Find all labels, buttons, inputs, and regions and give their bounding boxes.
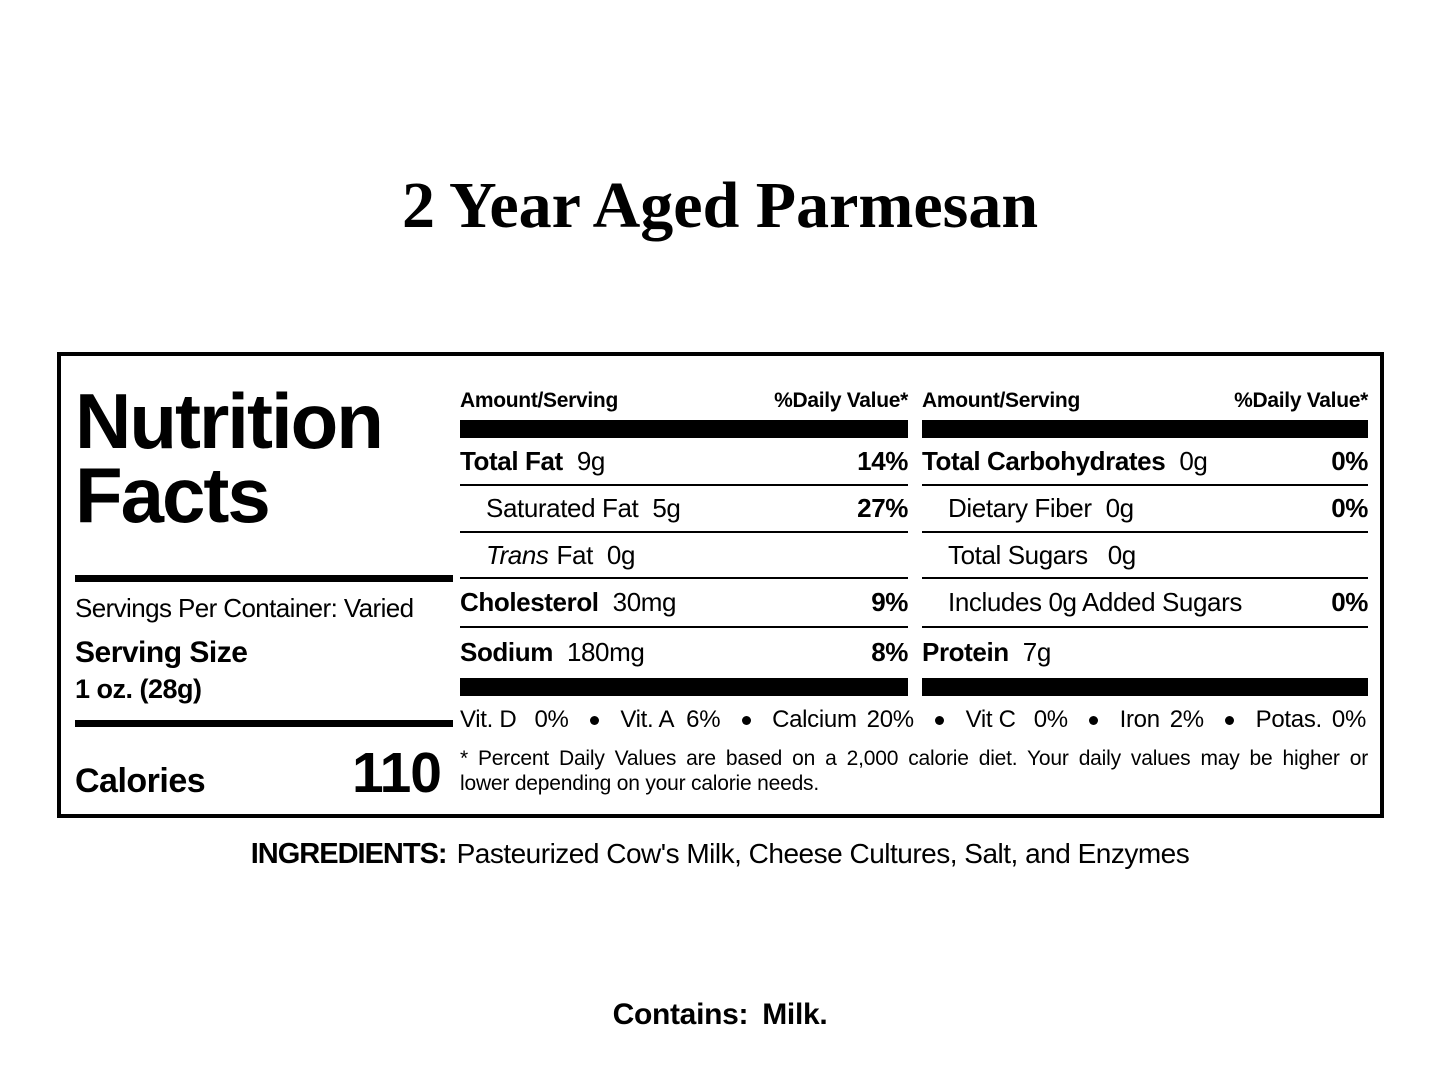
nutrient-daily-value: 0% xyxy=(1331,445,1368,476)
vitamin-item-potassium: Potas. 0% xyxy=(1255,706,1367,734)
nutrient-row-total-carbohydrates: Total Carbohydrates 0g 0% xyxy=(922,438,1368,486)
nutrient-amount: 180mg xyxy=(566,636,645,667)
nutrient-row-added-sugars: Includes 0g Added Sugars 0% xyxy=(922,579,1368,628)
nutrient-daily-value: 0% xyxy=(1331,587,1368,617)
nutrient-daily-value: 8% xyxy=(871,636,908,667)
vitamin-item-iron: Iron 2% xyxy=(1119,706,1205,734)
nutrient-name: Protein xyxy=(922,636,1009,667)
nutrients-column-1: Amount/Serving %Daily Value* Total Fat 9… xyxy=(460,356,908,814)
amount-serving-header: Amount/Serving xyxy=(922,389,1080,412)
servings-per-container: Servings Per Container: Varied xyxy=(75,593,414,623)
heading-line-2: Facts xyxy=(75,451,271,540)
thick-bar xyxy=(460,678,908,696)
thick-divider xyxy=(75,720,453,727)
nutrient-row-total-sugars: Total Sugars 0g xyxy=(922,533,1368,579)
nutrient-amount: 9g xyxy=(576,445,606,476)
nutrient-name: Sodium xyxy=(460,636,553,667)
nutrient-name-italic: Trans xyxy=(486,539,549,570)
vitamin-name: Calcium xyxy=(772,706,857,733)
nutrient-row-trans-fat: Trans Fat 0g xyxy=(460,533,908,579)
thick-bar xyxy=(922,678,1368,696)
vitamin-item-calcium: Calcium 20% xyxy=(772,706,914,734)
nutrient-daily-value: 0% xyxy=(1331,493,1368,523)
vitamin-value: 0% xyxy=(1033,706,1068,733)
bullet-dot xyxy=(935,715,945,725)
nutrient-name: Total Fat xyxy=(460,445,563,476)
serving-size-label: Serving Size xyxy=(75,636,248,669)
vitamin-value: 0% xyxy=(1331,706,1366,733)
daily-value-footnote: * Percent Daily Values are based on a 2,… xyxy=(460,746,1368,796)
vitamin-name: Vit C xyxy=(965,706,1016,733)
thick-bar xyxy=(460,420,908,438)
vitamin-name: Iron xyxy=(1119,706,1160,733)
vitamin-value: 20% xyxy=(866,706,914,733)
vitamins-row: Vit. D 0% Vit. A 6% Calcium 20% Vit C 0% xyxy=(460,706,1366,734)
nutrient-row-protein: Protein 7g xyxy=(922,628,1368,676)
ingredients-text: Pasteurized Cow's Milk, Cheese Cultures,… xyxy=(456,838,1190,869)
nutrition-facts-heading: Nutrition Facts xyxy=(75,377,384,540)
footnote-line-1: * Percent Daily Values are based on a 2,… xyxy=(460,747,1368,770)
footnote-line-2: lower depending on your calorie needs. xyxy=(460,772,819,795)
ingredients-label: INGREDIENTS: xyxy=(250,838,448,870)
nutrient-name: Cholesterol xyxy=(460,587,599,617)
nutrient-name: Fat xyxy=(556,539,594,570)
nutrient-row-sodium: Sodium 180mg 8% xyxy=(460,628,908,676)
nutrient-name: Dietary Fiber xyxy=(948,493,1092,523)
vitamin-name: Vit. A xyxy=(620,706,675,733)
column-header: Amount/Serving %Daily Value* xyxy=(460,389,908,413)
nutrient-row-cholesterol: Cholesterol 30mg 9% xyxy=(460,579,908,628)
nutrient-row-dietary-fiber: Dietary Fiber 0g 0% xyxy=(922,486,1368,533)
daily-value-header: %Daily Value* xyxy=(1234,389,1368,412)
nutrient-row-saturated-fat: Saturated Fat 5g 27% xyxy=(460,486,908,533)
amount-serving-header: Amount/Serving xyxy=(460,389,618,412)
contains-line: Contains: Milk. xyxy=(0,998,1440,1032)
nutrient-amount: 0g xyxy=(606,539,636,570)
thick-divider xyxy=(75,575,453,582)
bullet-dot xyxy=(1225,715,1235,725)
vitamin-value: 6% xyxy=(686,706,721,733)
bullet-dot xyxy=(741,715,751,725)
vitamin-name: Vit. D xyxy=(460,706,517,733)
bullet-dot xyxy=(589,715,599,725)
nutrient-name: Total Sugars xyxy=(948,539,1088,570)
calories-row: Calories 110 xyxy=(75,740,442,806)
column-header: Amount/Serving %Daily Value* xyxy=(922,389,1368,413)
calories-value: 110 xyxy=(352,741,442,805)
nutrient-amount: 5g xyxy=(652,493,681,523)
nutrient-amount: 0g xyxy=(1107,539,1137,570)
nutrition-facts-panel: Nutrition Facts Servings Per Container: … xyxy=(57,352,1384,818)
bullet-dot xyxy=(1089,715,1099,725)
nutrient-daily-value: 9% xyxy=(871,587,908,617)
vitamin-value: 2% xyxy=(1169,706,1204,733)
vitamin-item-vit-c: Vit C 0% xyxy=(966,706,1068,734)
serving-size-value: 1 oz. (28g) xyxy=(75,674,202,704)
ingredients-line: INGREDIENTS: Pasteurized Cow's Milk, Chee… xyxy=(0,838,1440,871)
vitamin-item-vit-d: Vit. D 0% xyxy=(460,706,569,734)
calories-label: Calories xyxy=(75,762,206,800)
heading-line-1: Nutrition xyxy=(75,377,384,465)
nutrient-name: Saturated Fat xyxy=(486,493,639,523)
nutrient-row-total-fat: Total Fat 9g 14% xyxy=(460,438,908,486)
contains-label: Contains: xyxy=(612,998,749,1031)
nutrient-name: Total Carbohydrates xyxy=(922,445,1166,476)
vitamin-name: Potas. xyxy=(1255,706,1323,733)
daily-value-header: %Daily Value* xyxy=(774,389,908,412)
vitamin-value: 0% xyxy=(534,706,569,733)
vitamin-item-vit-a: Vit. A 6% xyxy=(620,706,720,734)
thick-bar xyxy=(922,420,1368,438)
nutrient-daily-value: 27% xyxy=(857,493,908,523)
nutrient-amount: 7g xyxy=(1022,636,1052,667)
page-title: 2 Year Aged Parmesan xyxy=(401,169,1039,242)
nutrient-amount: 0g xyxy=(1105,493,1135,523)
contains-text: Milk. xyxy=(762,998,828,1031)
nutrient-amount: 30mg xyxy=(612,587,677,617)
nutrient-daily-value: 14% xyxy=(857,445,908,476)
nutrition-facts-left-column: Nutrition Facts Servings Per Container: … xyxy=(75,356,453,814)
nutrient-amount: 0g xyxy=(1179,445,1208,476)
nutrient-name: Includes 0g Added Sugars xyxy=(948,587,1242,617)
nutrients-column-2: Amount/Serving %Daily Value* Total Carbo… xyxy=(922,356,1368,814)
